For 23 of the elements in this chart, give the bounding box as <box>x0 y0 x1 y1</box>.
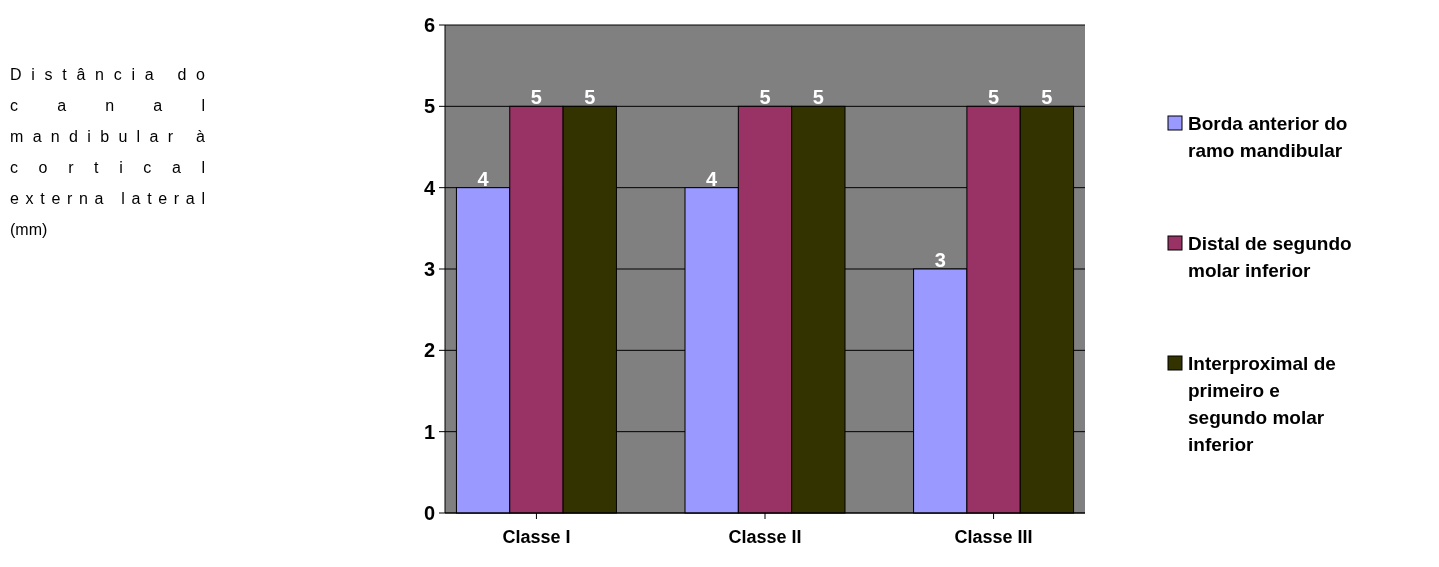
data-label: 4 <box>477 167 490 190</box>
y-tick-label: 3 <box>423 258 435 280</box>
data-label: 5 <box>1041 86 1053 109</box>
data-label: 5 <box>584 86 596 109</box>
legend-label: Interproximal de primeiro e segundo molar inferior <box>1188 353 1336 455</box>
y-tick-label: 5 <box>423 95 435 118</box>
data-label: 4 <box>706 167 719 190</box>
x-tick-label: Classe I <box>502 527 571 547</box>
legend-label: Borda anterior do ramo mandibular <box>1188 113 1348 161</box>
data-label: 5 <box>759 86 771 109</box>
data-label: 5 <box>812 86 824 109</box>
y-tick-label: 2 <box>423 339 435 362</box>
x-tick-label: Classe III <box>954 527 1033 547</box>
x-tick-label: Classe II <box>728 527 802 547</box>
y-tick-label: 6 <box>423 14 435 36</box>
y-tick-label: 0 <box>423 502 435 524</box>
data-label: 5 <box>530 86 542 109</box>
y-tick-label: 4 <box>423 176 436 199</box>
data-label: 3 <box>934 249 946 271</box>
data-label: 5 <box>988 86 1000 109</box>
legend-label: Distal de segundo molar inferior <box>1188 233 1352 281</box>
y-tick-label: 1 <box>423 420 435 443</box>
text: Distância do canal mandibular à cortical externa lateral (mm) <box>10 66 206 238</box>
